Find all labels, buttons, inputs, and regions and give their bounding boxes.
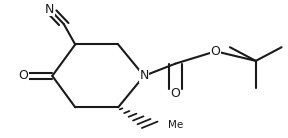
Text: O: O <box>211 45 221 58</box>
Text: N: N <box>139 69 149 82</box>
Text: N: N <box>45 2 54 15</box>
Text: Me: Me <box>168 120 184 130</box>
Text: O: O <box>170 87 181 100</box>
Text: O: O <box>19 69 29 82</box>
